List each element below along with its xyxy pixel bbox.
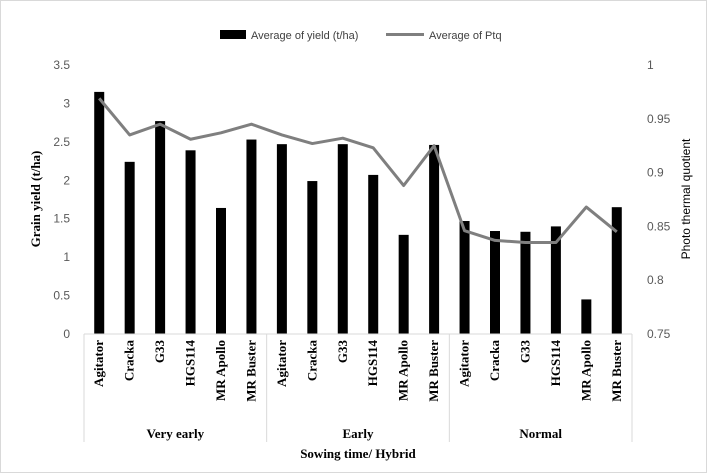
y-left-tick-label: 2 bbox=[63, 173, 70, 187]
x-group-label: Early bbox=[342, 426, 374, 441]
x-group-labels: Very early Early Normal bbox=[147, 426, 563, 441]
bar-yield bbox=[216, 207, 226, 334]
bar-yield bbox=[276, 144, 287, 334]
x-category-label: G33 bbox=[335, 340, 350, 364]
x-category-label: HGS114 bbox=[183, 340, 198, 387]
bar-yield bbox=[337, 144, 348, 334]
y-right-ticks: 0.75 0.8 0.85 0.9 0.95 1 bbox=[647, 58, 671, 341]
y-right-title: Photo thermal quotient bbox=[679, 138, 693, 259]
legend: Average of yield (t/ha) Average of Ptq bbox=[220, 30, 502, 42]
x-category-label: G33 bbox=[517, 340, 532, 364]
y-left-tick-label: 0 bbox=[63, 327, 70, 341]
bar-yield bbox=[368, 174, 379, 334]
y-left-title: Grain yield (t/ha) bbox=[28, 151, 43, 248]
x-group-separators bbox=[83, 334, 633, 442]
x-category-label: HGS114 bbox=[548, 340, 563, 387]
x-category-label: MR Apollo bbox=[213, 340, 228, 401]
legend-label-yield: Average of yield (t/ha) bbox=[251, 30, 358, 42]
bar-yield bbox=[459, 221, 470, 334]
bar-series bbox=[94, 91, 622, 335]
x-category-label: Cracka bbox=[122, 340, 137, 382]
x-category-label: Cracka bbox=[487, 340, 502, 382]
line-series bbox=[98, 97, 618, 245]
y-left-tick-label: 3.5 bbox=[53, 58, 70, 72]
x-category-label: MR Buster bbox=[609, 340, 624, 402]
x-category-label: Cracka bbox=[304, 340, 319, 382]
y-right-tick-label: 1 bbox=[647, 58, 654, 72]
y-right-tick-label: 0.8 bbox=[647, 273, 664, 287]
y-left-ticks: 0 0.5 1 1.5 2 2.5 3 3.5 bbox=[53, 58, 70, 341]
x-category-label: Agitator bbox=[274, 340, 289, 387]
bar-yield bbox=[124, 161, 135, 334]
x-category-label: HGS114 bbox=[365, 340, 380, 387]
y-right-tick-label: 0.75 bbox=[647, 327, 671, 341]
legend-label-ptq: Average of Ptq bbox=[429, 30, 502, 42]
bar-yield bbox=[94, 91, 105, 335]
x-group-label: Very early bbox=[147, 426, 205, 441]
bar-yield bbox=[307, 181, 318, 334]
x-category-label: MR Buster bbox=[426, 340, 441, 402]
x-category-labels: Agitator Cracka G33 HGS114 MR Apollo MR Buste… bbox=[91, 340, 624, 402]
bar-yield bbox=[550, 226, 561, 334]
y-right-tick-label: 0.9 bbox=[647, 166, 664, 180]
x-group-label: Normal bbox=[519, 426, 562, 441]
y-right-tick-label: 0.85 bbox=[647, 219, 671, 233]
x-category-label: G33 bbox=[152, 340, 167, 364]
y-left-tick-label: 3 bbox=[63, 96, 70, 110]
bar-yield bbox=[185, 150, 196, 334]
x-category-label: MR Apollo bbox=[396, 340, 411, 401]
x-category-label: MR Buster bbox=[243, 340, 258, 402]
y-left-tick-label: 1 bbox=[63, 250, 70, 264]
x-category-label: Agitator bbox=[457, 340, 472, 387]
y-left-tick-label: 1.5 bbox=[53, 212, 70, 226]
bar-yield bbox=[581, 299, 592, 334]
legend-swatch-yield bbox=[220, 30, 246, 39]
bar-yield bbox=[520, 231, 531, 334]
y-left-tick-label: 2.5 bbox=[53, 135, 70, 149]
bar-yield bbox=[611, 207, 622, 334]
y-left-tick-label: 0.5 bbox=[53, 289, 70, 303]
line-ptq bbox=[98, 97, 618, 245]
bar-yield bbox=[246, 139, 257, 334]
bar-yield bbox=[490, 231, 500, 334]
bar-yield bbox=[155, 121, 166, 334]
bar-yield bbox=[429, 144, 440, 334]
x-axis-title: Sowing time/ Hybrid bbox=[300, 446, 416, 461]
bar-yield bbox=[398, 234, 409, 334]
x-category-label: Agitator bbox=[91, 340, 106, 387]
x-category-label: MR Apollo bbox=[578, 340, 593, 401]
y-right-tick-label: 0.95 bbox=[647, 112, 671, 126]
